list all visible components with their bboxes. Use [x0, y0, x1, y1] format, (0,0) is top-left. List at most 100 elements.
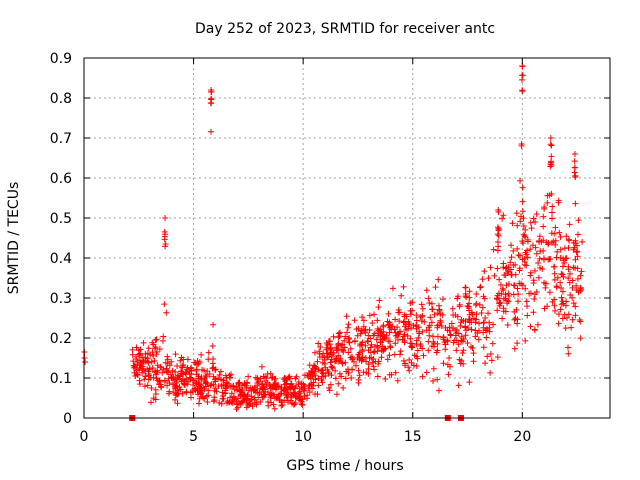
data-point [522, 249, 529, 256]
data-point [555, 311, 562, 318]
data-point [430, 377, 437, 384]
data-point [226, 372, 233, 379]
data-point [307, 375, 314, 382]
data-point [164, 353, 171, 360]
data-point [577, 318, 584, 325]
data-point [350, 358, 357, 365]
data-point [387, 321, 394, 328]
data-point [462, 324, 469, 331]
data-point [425, 347, 432, 354]
data-point [565, 275, 572, 282]
data-point [423, 287, 430, 294]
data-point [323, 344, 330, 351]
data-point [413, 325, 420, 332]
data-point [159, 337, 166, 344]
data-point [505, 290, 512, 297]
y-tick-label: 0.4 [50, 251, 72, 267]
data-point [236, 400, 243, 407]
data-point [152, 337, 159, 344]
data-point [530, 309, 537, 316]
data-point [489, 340, 496, 347]
data-point [205, 349, 212, 356]
data-point [198, 375, 205, 382]
data-point [542, 280, 549, 287]
data-point [384, 356, 391, 363]
y-tick-label: 0.9 [50, 51, 72, 67]
data-point [551, 302, 558, 309]
data-point [557, 279, 564, 286]
data-point [243, 404, 250, 411]
data-point [332, 367, 339, 374]
data-point [502, 265, 509, 272]
data-point [364, 338, 371, 345]
data-point [297, 397, 304, 404]
data-point [345, 321, 352, 328]
data-point [223, 399, 230, 406]
data-point [462, 284, 469, 291]
data-point [494, 239, 501, 245]
data-point [549, 215, 556, 222]
data-point [306, 371, 313, 378]
data-point [387, 344, 394, 351]
data-point [271, 376, 278, 383]
data-point [315, 340, 322, 347]
data-point [142, 350, 149, 357]
data-point [318, 367, 325, 374]
data-point [494, 231, 501, 238]
data-point [318, 373, 325, 380]
data-point [142, 357, 149, 364]
data-point [150, 374, 157, 381]
data-point [281, 374, 288, 381]
data-point [555, 320, 562, 327]
data-point [565, 244, 572, 251]
data-point [527, 219, 534, 226]
data-point [508, 254, 515, 261]
data-point [230, 383, 237, 390]
data-point [346, 339, 353, 346]
data-point [195, 360, 202, 367]
data-point [174, 363, 181, 370]
data-point [341, 344, 348, 351]
data-point [254, 380, 261, 387]
data-point [494, 265, 501, 272]
data-point [344, 324, 351, 331]
data-point [227, 383, 234, 390]
data-point [407, 307, 414, 314]
data-point [371, 311, 378, 318]
data-point [460, 317, 467, 324]
data-point [477, 283, 484, 290]
data-point [575, 231, 582, 238]
x-axis-label: GPS time / hours [286, 458, 403, 474]
data-point [335, 334, 342, 341]
data-point [336, 370, 343, 377]
data-point [377, 339, 384, 346]
data-point [426, 300, 433, 307]
data-point [577, 272, 584, 279]
data-point [465, 303, 472, 310]
data-point [463, 327, 470, 334]
data-point [517, 218, 524, 225]
data-point [522, 285, 529, 292]
data-points [81, 63, 586, 413]
data-point [133, 344, 140, 351]
data-point [201, 367, 208, 374]
data-point [530, 215, 537, 222]
data-point [322, 372, 329, 379]
data-point [349, 366, 356, 373]
data-point [437, 319, 444, 326]
y-tick-labels: 0 0.1 0.2 0.3 0.4 0.5 0.6 0.7 0.8 0.9 [50, 51, 72, 427]
data-point [373, 336, 380, 343]
data-point [365, 347, 372, 354]
data-point [555, 199, 562, 206]
data-point [310, 365, 317, 372]
data-point [334, 347, 341, 354]
data-point [413, 317, 420, 324]
data-point [516, 265, 523, 272]
data-point [527, 246, 534, 253]
data-point [245, 373, 252, 380]
data-point [392, 316, 399, 323]
data-point [355, 351, 362, 358]
data-point [295, 378, 302, 385]
data-point [374, 317, 381, 324]
data-point [532, 219, 539, 226]
